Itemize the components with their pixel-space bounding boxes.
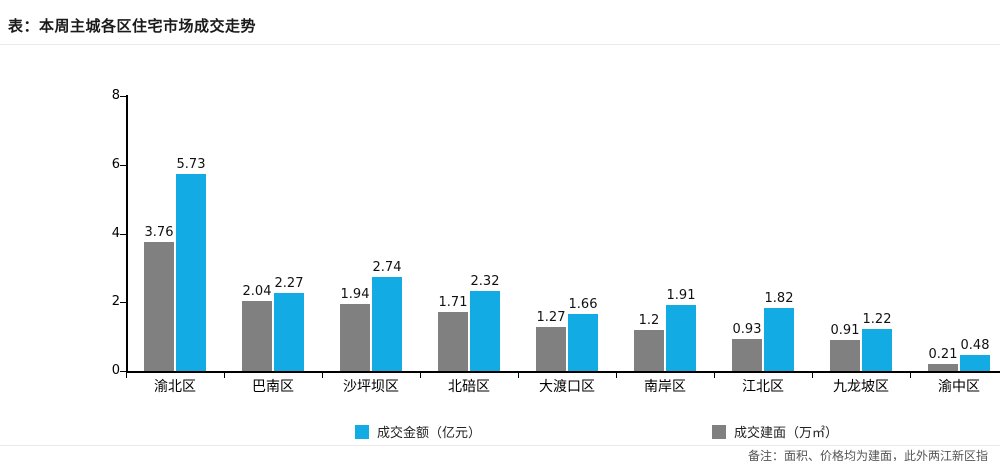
- legend-label-area: 成交建面（万㎡）: [734, 426, 839, 441]
- x-axis-tick-mark: [714, 373, 715, 378]
- legend-swatch-area: [712, 424, 726, 439]
- bar-area: [732, 339, 762, 371]
- bar-value-label: 5.73: [176, 157, 206, 173]
- bar-value-label: 0.91: [830, 322, 860, 338]
- x-axis-tick-mark: [224, 373, 225, 378]
- legend-label-amount: 成交金额（亿元）: [377, 426, 482, 441]
- x-axis-category-label: 巴南区: [252, 379, 294, 395]
- bar-area: [830, 339, 860, 371]
- y-axis-tick-mark: [120, 96, 126, 97]
- bar-value-label: 2.32: [470, 274, 500, 290]
- x-axis-tick-mark: [420, 373, 421, 378]
- bar-value-label: 1.91: [666, 288, 696, 304]
- bar-amount: [470, 291, 500, 371]
- x-axis-category-label: 大渡口区: [539, 379, 595, 395]
- y-axis-tick-mark: [120, 371, 126, 372]
- bar-amount: [764, 308, 794, 371]
- legend-item-area: 成交建面（万㎡）: [712, 422, 838, 441]
- bar-amount: [862, 329, 892, 371]
- x-axis-category-label: 北碚区: [448, 379, 490, 395]
- legend-swatch-amount: [355, 424, 369, 439]
- bar-value-label: 3.76: [144, 224, 174, 240]
- y-axis-tick-mark: [120, 233, 126, 235]
- bar-area: [634, 329, 664, 371]
- bar-amount: [372, 276, 402, 371]
- chart-legend: 成交金额（亿元） 成交建面（万㎡）: [0, 422, 1000, 441]
- x-axis-category-label: 南岸区: [644, 379, 686, 395]
- bar-area: [536, 327, 566, 371]
- x-axis-tick-mark: [322, 373, 323, 378]
- x-axis-tick-mark: [910, 373, 911, 378]
- bar-value-label: 2.27: [274, 275, 304, 291]
- bar-area: [438, 312, 468, 371]
- y-axis-tick-label: 4: [111, 225, 120, 241]
- bar-value-label: 1.27: [536, 310, 566, 326]
- bar-value-label: 2.04: [242, 283, 272, 299]
- bar-amount: [568, 313, 598, 371]
- y-axis-tick-mark: [120, 164, 126, 166]
- x-axis-category-label: 渝北区: [154, 379, 196, 395]
- x-axis-category-label: 渝中区: [938, 379, 980, 395]
- bar-amount: [666, 305, 696, 371]
- x-axis-tick-mark: [126, 373, 127, 378]
- x-axis-tick-mark: [518, 373, 519, 378]
- x-axis-category-label: 沙坪坝区: [343, 379, 399, 395]
- bar-value-label: 1.22: [862, 312, 892, 328]
- bar-value-label: 2.74: [372, 259, 402, 275]
- y-axis: [126, 95, 128, 373]
- bar-area: [242, 300, 272, 371]
- bar-value-label: 1.66: [568, 296, 598, 312]
- bar-value-label: 1.71: [438, 295, 468, 311]
- title-divider: [0, 44, 1000, 45]
- bar-amount: [960, 354, 990, 371]
- bar-value-label: 0.48: [960, 337, 990, 353]
- bar-value-label: 1.82: [764, 291, 794, 307]
- bar-value-label: 0.21: [928, 346, 958, 362]
- legend-item-amount: 成交金额（亿元）: [355, 422, 481, 441]
- x-axis-tick-mark: [812, 373, 813, 378]
- x-axis-category-label: 九龙坡区: [833, 379, 889, 395]
- y-axis-tick-label: 0: [111, 363, 120, 378]
- bar-value-label: 1.2: [638, 312, 660, 328]
- y-axis-tick-label: 2: [111, 294, 120, 310]
- x-axis-category-label: 江北区: [742, 379, 784, 395]
- x-axis-tick-mark: [616, 373, 617, 378]
- bar-value-label: 1.94: [340, 287, 370, 303]
- y-axis-tick-mark: [120, 302, 126, 304]
- x-axis: [126, 371, 1000, 373]
- y-axis-tick-label: 8: [111, 88, 120, 103]
- footer-note: 备注：面积、价格均为建面，此外两江新区指: [748, 449, 989, 461]
- page-title: 表：本周主城各区住宅市场成交走势: [8, 17, 257, 35]
- y-axis-tick-label: 6: [111, 156, 120, 172]
- bar-area: [928, 363, 958, 371]
- bar-value-label: 0.93: [732, 322, 762, 338]
- bar-area: [144, 241, 174, 371]
- bar-area: [340, 304, 370, 371]
- bar-amount: [176, 174, 206, 371]
- bar-amount: [274, 292, 304, 371]
- footer-divider: [0, 445, 1000, 446]
